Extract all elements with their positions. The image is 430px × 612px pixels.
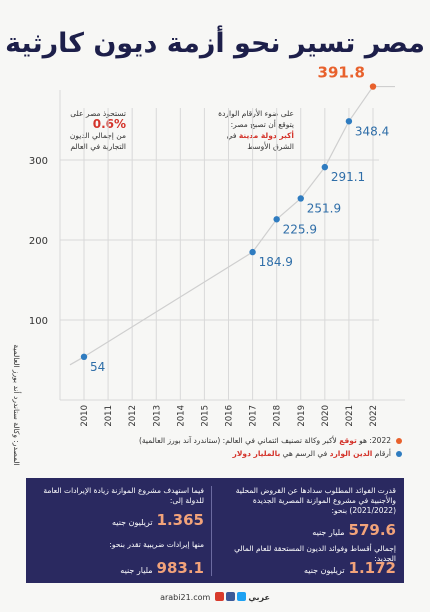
forecast-note-line1: على ضوء الأرقام الواردة <box>218 109 294 118</box>
panel-divider <box>211 486 212 576</box>
interest-text: قدرت الفوائد المطلوب سدادها عن القروض ال… <box>235 486 396 515</box>
tax-unit: مليار جنيه <box>120 566 153 575</box>
x-tick-2020: 2020 <box>321 405 331 427</box>
point-2019 <box>297 195 304 202</box>
x-tick-2010: 2010 <box>80 405 90 427</box>
forecast-note-line2: يتوقع أن تصبح مصر: <box>230 120 294 129</box>
x-tick-2021: 2021 <box>345 405 355 427</box>
footer: arabi21.com عربي <box>0 592 430 602</box>
twitter-icon[interactable] <box>236 592 246 601</box>
y-tick-200: 200 <box>29 236 48 247</box>
installments-number: 1.172 <box>348 559 396 577</box>
y-tick-100: 100 <box>29 316 48 327</box>
forecast-note-line3: الشرق الأوسط <box>247 142 294 151</box>
x-tick-2022: 2022 <box>369 405 379 427</box>
footer-brand: عربي <box>248 593 270 602</box>
budget-panel: قدرت الفوائد المطلوب سدادها عن القروض ال… <box>26 478 404 583</box>
x-tick-2013: 2013 <box>152 405 162 427</box>
x-tick-2019: 2019 <box>297 405 307 427</box>
legend-row-forecast: 2022: هو توقع لأكبر وكالة تصنيف ائتماني … <box>32 436 402 445</box>
data-label-2010: 54 <box>90 360 105 374</box>
point-2010 <box>80 353 88 360</box>
footer-site[interactable]: arabi21.com <box>160 593 211 602</box>
x-tick-2012: 2012 <box>128 405 138 427</box>
point-2017 <box>249 248 256 256</box>
facebook-icon[interactable] <box>225 592 235 601</box>
forecast-note: على ضوء الأرقام الواردة يتوقع أن تصبح مص… <box>186 108 294 152</box>
forecast-highlight: أكبر دولة مدينة <box>238 131 294 140</box>
data-label-2019: 251.9 <box>307 201 341 215</box>
youtube-icon[interactable] <box>214 592 224 601</box>
x-tick-2018: 2018 <box>273 405 283 427</box>
data-label-2020: 291.1 <box>331 170 365 184</box>
tax-number: 983.1 <box>156 559 204 577</box>
revenue-text: فيما استهدف مشروع الموازنة زيادة الإيراد… <box>43 486 204 505</box>
point-2022 <box>369 83 377 90</box>
x-tick-2017: 2017 <box>249 405 259 427</box>
side-source: المصدر: وكالة ستاندرد أند بورز العالمية <box>12 344 22 465</box>
data-label-2021: 348.4 <box>355 124 389 138</box>
installments-text: إجمالي أقساط وفوائد الديون المستحقة للعا… <box>234 544 396 563</box>
source-label: المصدر: وكالة ستاندرد أند بورز العالمية <box>12 344 22 465</box>
debt-chart: 100 200 300 2010 2011 2012 2013 2014 2015 2016 201… <box>29 64 405 427</box>
units-dot-icon <box>396 450 402 457</box>
page-title: مصر تسير نحو أزمة ديون كارثية <box>5 28 425 59</box>
revenue-unit: تريليون جنيه <box>112 518 153 527</box>
interest-unit: مليار جنيه <box>312 528 345 537</box>
installments-unit: تريليون جنيه <box>304 566 345 575</box>
forecast-dot-icon <box>396 437 402 444</box>
x-tick-2016: 2016 <box>225 405 235 427</box>
revenue-number: 1.365 <box>156 511 204 529</box>
tax-value: 983.1مليار جنيه <box>120 558 204 577</box>
revenue-value: 1.365تريليون جنيه <box>112 510 204 529</box>
share-note-line1: تستحوذ مصر على <box>70 109 126 118</box>
share-percent: 0.6% <box>92 117 126 131</box>
share-note: تستحوذ مصر على 0.6% من إجمالي الديون الت… <box>66 108 126 152</box>
legend-forecast-text: 2022: هو توقع لأكبر وكالة تصنيف ائتماني … <box>138 436 391 445</box>
point-2020 <box>321 163 329 171</box>
share-note-line3: التجارية في العالم <box>70 142 126 151</box>
installments-value: 1.172تريليون جنيه <box>304 558 396 577</box>
data-label-2022: 391.8 <box>318 64 365 82</box>
y-tick-300: 300 <box>29 156 48 167</box>
x-tick-2011: 2011 <box>104 405 114 427</box>
data-label-2018: 225.9 <box>283 222 317 236</box>
forecast-hl-tail: في <box>226 131 237 140</box>
tax-text: منها إيرادات ضريبية تقدر بنحو: <box>109 540 204 549</box>
chart-legend: 2022: هو توقع لأكبر وكالة تصنيف ائتماني … <box>32 436 402 462</box>
legend-row-units: أرقام الدين الوارد في الرسم هي بالمليار … <box>32 449 402 458</box>
point-2021 <box>345 118 353 125</box>
x-tick-2015: 2015 <box>200 405 210 427</box>
x-tick-2014: 2014 <box>176 405 186 427</box>
data-label-2017: 184.9 <box>259 255 293 269</box>
interest-number: 579.6 <box>348 521 396 539</box>
interest-value: 579.6مليار جنيه <box>312 520 396 539</box>
share-note-line2: من إجمالي الديون <box>69 131 126 140</box>
point-2018 <box>273 216 280 223</box>
legend-units-text: أرقام الدين الوارد في الرسم هي بالمليار … <box>232 449 392 458</box>
